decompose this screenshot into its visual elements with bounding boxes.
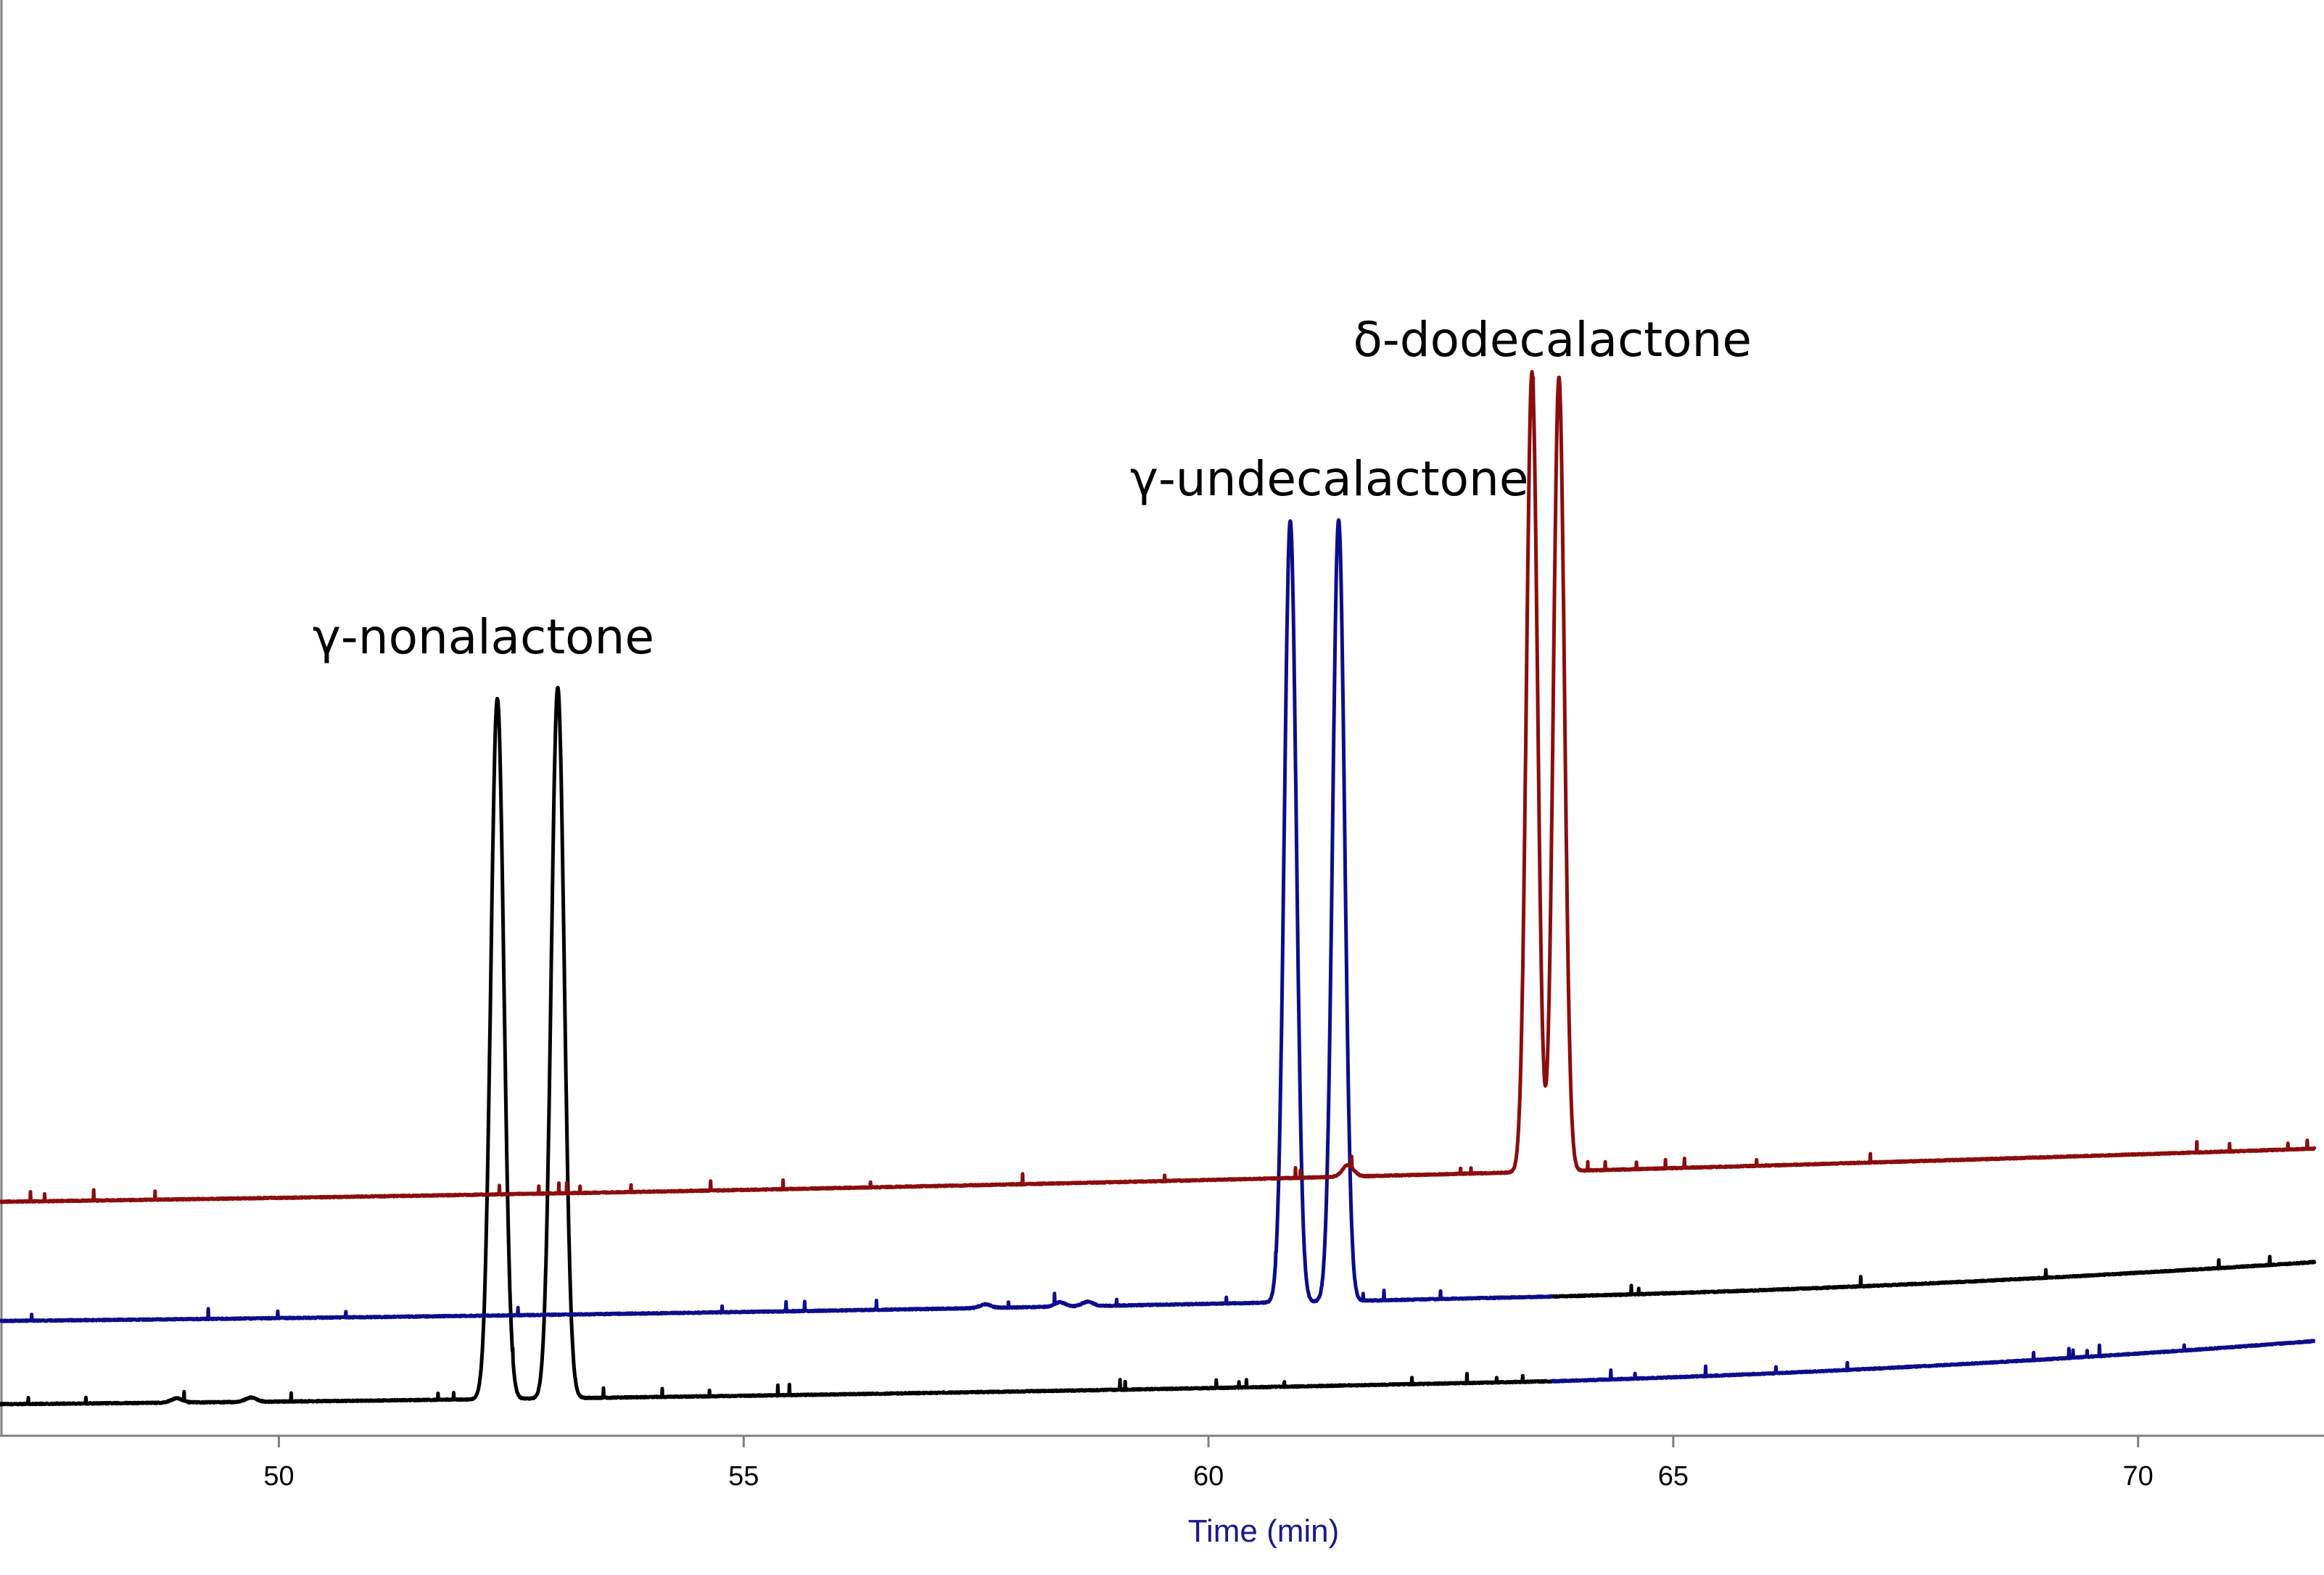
peak-label: δ-dodecalactone <box>1353 312 1752 368</box>
chromatogram-trace-3 <box>0 518 1554 1323</box>
peak-label: γ-undecalactone <box>1130 451 1529 507</box>
x-tick-label: 65 <box>1658 1461 1689 1492</box>
peak-label: γ-nonalactone <box>313 609 654 665</box>
chart-traces <box>0 370 2317 1407</box>
chromatogram-trace-1 <box>0 685 1554 1407</box>
x-tick-label: 55 <box>728 1461 759 1492</box>
x-tick-label: 50 <box>263 1461 294 1492</box>
x-axis-title: Time (min) <box>1188 1513 1340 1549</box>
x-tick-label: 70 <box>2123 1461 2154 1492</box>
chromatogram-trace-4 <box>1551 1339 2317 1384</box>
chromatogram-trace-5 <box>0 370 2317 1204</box>
chromatogram-trace-2 <box>1551 1254 2317 1299</box>
chart-labels: γ-nonalactone γ-undecalactone δ-dodecalact… <box>313 312 1752 665</box>
x-tick-label: 60 <box>1193 1461 1224 1492</box>
